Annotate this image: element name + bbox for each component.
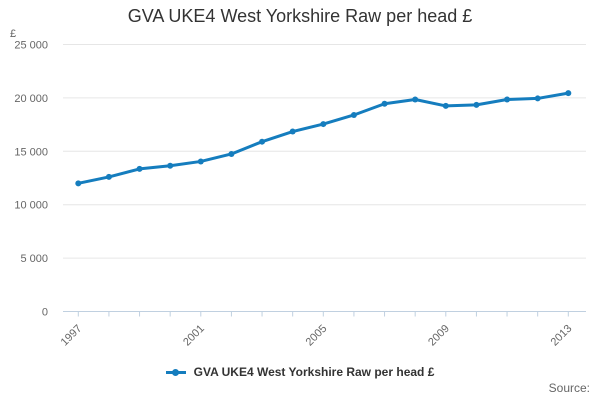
x-axis-tick-label: 1997 xyxy=(59,323,85,349)
data-point-2001[interactable] xyxy=(197,158,204,165)
x-axis-tick-label: 2009 xyxy=(426,323,452,349)
legend[interactable]: GVA UKE4 West Yorkshire Raw per head £ xyxy=(0,365,600,379)
data-point-2013[interactable] xyxy=(565,90,572,97)
data-point-2004[interactable] xyxy=(289,128,296,135)
data-point-2005[interactable] xyxy=(320,121,327,128)
data-point-1998[interactable] xyxy=(105,173,112,180)
data-point-2010[interactable] xyxy=(473,101,480,108)
chart-title: GVA UKE4 West Yorkshire Raw per head £ xyxy=(127,6,473,26)
x-axis-tick-label: 2001 xyxy=(181,323,207,349)
data-point-2012[interactable] xyxy=(534,95,541,102)
x-axis-tick-label: 2005 xyxy=(304,323,330,349)
data-point-2008[interactable] xyxy=(412,96,419,103)
y-axis-tick-label: 5 000 xyxy=(20,253,48,265)
data-point-1997[interactable] xyxy=(75,180,82,187)
data-point-2009[interactable] xyxy=(442,102,449,109)
y-axis-unit-label: £ xyxy=(10,28,16,40)
data-point-2011[interactable] xyxy=(504,96,511,103)
data-point-2003[interactable] xyxy=(259,138,266,145)
data-point-1999[interactable] xyxy=(136,165,143,172)
data-point-2000[interactable] xyxy=(167,162,174,169)
data-point-2006[interactable] xyxy=(350,111,357,118)
source-note: Source: xyxy=(548,381,590,395)
series-line[interactable] xyxy=(76,91,570,185)
y-axis-tick-label: 0 xyxy=(42,307,48,319)
y-axis-tick-label: 25 000 xyxy=(14,40,48,52)
legend-series-label[interactable]: GVA UKE4 West Yorkshire Raw per head £ xyxy=(193,365,435,379)
y-axis-tick-label: 15 000 xyxy=(14,146,48,158)
legend-series-marker-icon xyxy=(165,368,186,377)
x-axis-tick-label: 2013 xyxy=(549,323,575,349)
y-axis-tick-label: 10 000 xyxy=(14,200,48,212)
y-axis-tick-label: 20 000 xyxy=(14,93,48,105)
data-point-2007[interactable] xyxy=(381,100,388,107)
data-point-2002[interactable] xyxy=(228,150,235,157)
